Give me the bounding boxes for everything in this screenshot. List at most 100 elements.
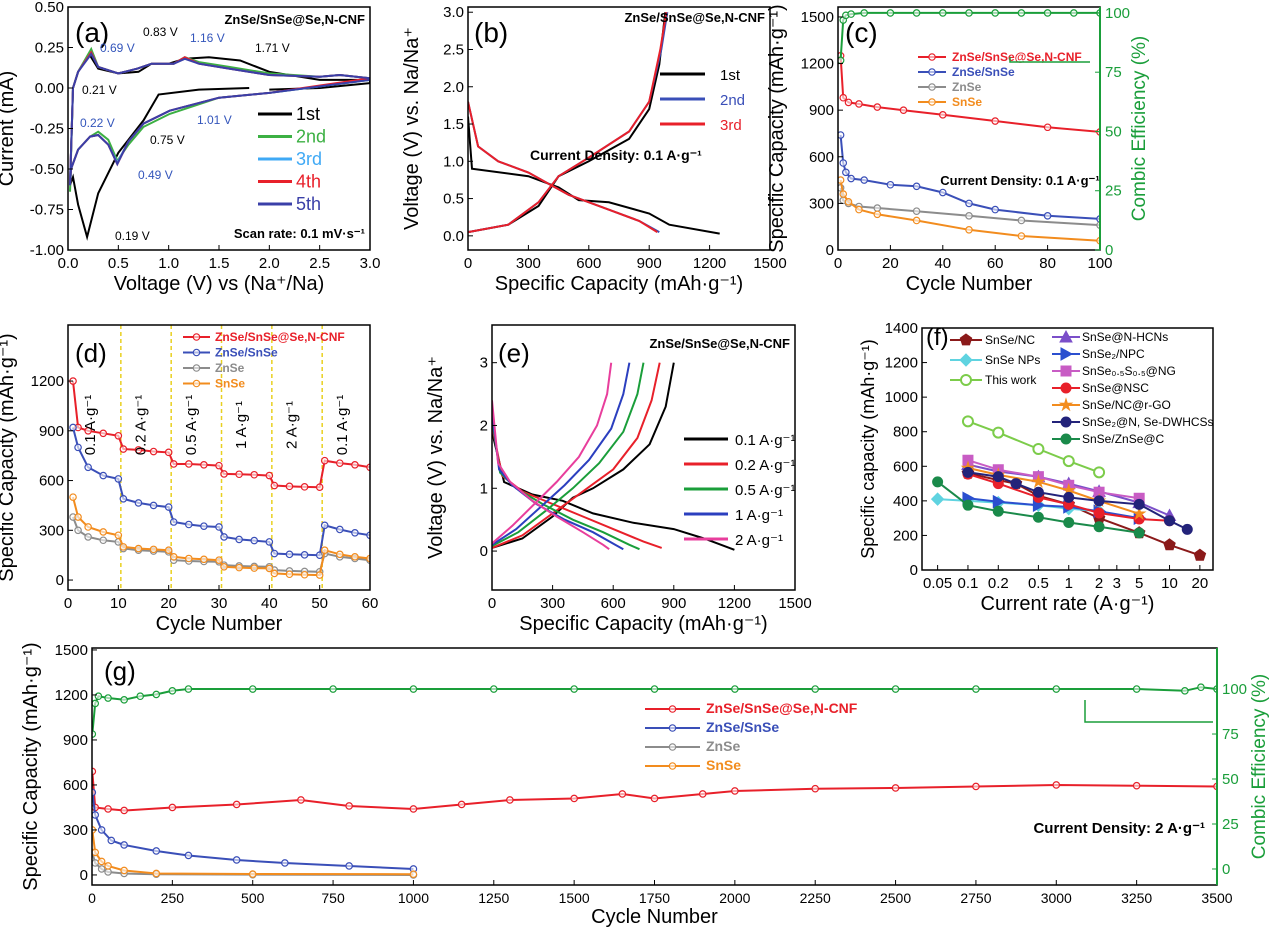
x-tick-label: 40 bbox=[261, 595, 278, 612]
rate-label: 0.2 A·g⁻¹ bbox=[133, 395, 150, 455]
x-tick-label: 50 bbox=[311, 595, 328, 612]
legend-marker bbox=[192, 333, 201, 341]
plot-area bbox=[492, 362, 735, 551]
x-tick-label: 30 bbox=[211, 595, 228, 612]
y-tick-label: 0.0 bbox=[443, 228, 464, 245]
y-tick-label: 0.00 bbox=[35, 80, 64, 97]
data-point bbox=[1062, 455, 1075, 468]
data-point bbox=[972, 685, 980, 693]
x-tick-label: 2500 bbox=[880, 890, 911, 906]
data-point bbox=[345, 862, 353, 870]
x-tick-label: 3.0 bbox=[360, 255, 381, 272]
y-axis-label: Specific capacity (mAh·g⁻¹) bbox=[858, 339, 878, 559]
data-point bbox=[99, 471, 108, 480]
legend-item: ZnSe/SnSe bbox=[645, 719, 779, 735]
data-point bbox=[351, 460, 359, 469]
legend-marker bbox=[928, 53, 936, 61]
legend-label: 3rd bbox=[296, 149, 322, 169]
data-point bbox=[1017, 232, 1026, 240]
x-tick-label: 80 bbox=[1039, 255, 1056, 272]
x-tick-label: 2.0 bbox=[259, 255, 280, 272]
y-axis-label: Specific Capacity (mAh·g⁻¹) bbox=[0, 333, 18, 581]
y-tick-label: -0.25 bbox=[30, 121, 64, 138]
x-tick-label: 3500 bbox=[1201, 890, 1232, 906]
legend: 0.1 A·g⁻¹ 0.2 A·g⁻¹ 0.5 A·g⁻¹ 1 A·g⁻¹ 2 A·g⁻… bbox=[684, 432, 795, 549]
data-point bbox=[570, 685, 578, 693]
data-point bbox=[965, 199, 973, 208]
x-axis-label: Voltage (V) vs (Na⁺/Na) bbox=[114, 273, 325, 295]
rate-label: 0.1 A·g⁻¹ bbox=[334, 395, 351, 455]
series-line bbox=[92, 686, 1217, 735]
legend-item: SnSe₂@N, Se-DWHCSs bbox=[1052, 415, 1214, 429]
annotation: 1.71 V bbox=[255, 41, 290, 55]
data-point bbox=[119, 445, 128, 453]
x-tick-label: 0.05 bbox=[923, 575, 952, 592]
x-tick-label: 1000 bbox=[398, 890, 429, 906]
x-tick-label: 1500 bbox=[778, 595, 811, 612]
data-point bbox=[84, 533, 92, 541]
data-point bbox=[1181, 523, 1193, 535]
legend-marker bbox=[959, 353, 973, 367]
data-point bbox=[409, 805, 418, 813]
data-point bbox=[185, 520, 193, 529]
data-point bbox=[912, 207, 921, 215]
data-point bbox=[899, 106, 908, 114]
panel-c: 0 20 40 60 80 1000300600900120015000255075100… bbox=[766, 4, 1150, 295]
plot-area bbox=[69, 325, 370, 590]
legend-item: SnSe/NC@r-GO bbox=[1052, 397, 1171, 412]
plot-frame bbox=[467, 6, 771, 251]
legend-marker bbox=[1060, 365, 1072, 377]
data-point bbox=[912, 9, 921, 17]
x-tick-label: 2000 bbox=[719, 890, 750, 906]
legend-marker bbox=[1060, 347, 1074, 361]
legend-item: 1st bbox=[258, 104, 320, 124]
y-tick-label: 1.0 bbox=[443, 153, 464, 170]
y-tick-label: 600 bbox=[893, 458, 918, 475]
y2-tick-label: 25 bbox=[1105, 183, 1122, 200]
data-point bbox=[1043, 212, 1052, 220]
data-point bbox=[220, 533, 228, 541]
x-tick-label: 10 bbox=[110, 595, 127, 612]
data-point bbox=[248, 870, 257, 878]
legend-label: SnSe₂@N, Se-DWHCSs bbox=[1082, 415, 1214, 429]
data-point bbox=[84, 427, 92, 435]
data-point bbox=[136, 692, 145, 701]
series-3 bbox=[69, 493, 370, 579]
x-tick-label: 5 bbox=[1135, 575, 1143, 592]
data-point bbox=[965, 226, 973, 234]
legend-label: ZnSe/SnSe bbox=[215, 346, 278, 360]
series-line bbox=[492, 400, 610, 551]
panel-a: 0.0 0.5 1.0 1.5 2.0 2.5 3.0 -1.00 -0.75 -0.50 -0.2… bbox=[0, 0, 380, 295]
series-0 bbox=[92, 767, 1217, 815]
x-tick-label: 250 bbox=[161, 890, 185, 906]
data-point bbox=[972, 782, 980, 791]
y-tick-label: 400 bbox=[893, 493, 918, 510]
legend-marker bbox=[668, 762, 677, 770]
legend-marker bbox=[668, 724, 677, 732]
series-line bbox=[468, 101, 658, 233]
y-tick-label: 1200 bbox=[885, 355, 918, 372]
legend-label: 3rd bbox=[720, 117, 742, 134]
data-point bbox=[114, 475, 123, 483]
data-point bbox=[992, 494, 1006, 509]
annotation: Current Density: 0.1 A·g⁻¹ bbox=[940, 173, 1100, 188]
data-point bbox=[120, 841, 128, 849]
legend-label: 0.5 A·g⁻¹ bbox=[735, 482, 795, 499]
x-axis-label: Specific Capacity (mAh·g⁻¹) bbox=[519, 613, 767, 635]
data-point bbox=[811, 685, 820, 693]
data-point bbox=[1017, 9, 1026, 17]
y2-tick-label: 0 bbox=[1222, 861, 1230, 878]
plot-area bbox=[930, 415, 1207, 561]
data-point bbox=[1052, 781, 1061, 789]
data-point bbox=[232, 800, 241, 809]
series-4 bbox=[92, 683, 1217, 738]
data-point bbox=[855, 100, 863, 108]
data-point bbox=[250, 564, 259, 572]
series-line bbox=[492, 362, 613, 545]
legend-marker bbox=[192, 364, 201, 372]
legend-item: This work bbox=[950, 373, 1037, 387]
legend-item: ZnSe bbox=[183, 361, 245, 375]
data-point bbox=[873, 204, 882, 212]
data-point bbox=[152, 869, 161, 878]
panel-label: (a) bbox=[75, 17, 109, 48]
